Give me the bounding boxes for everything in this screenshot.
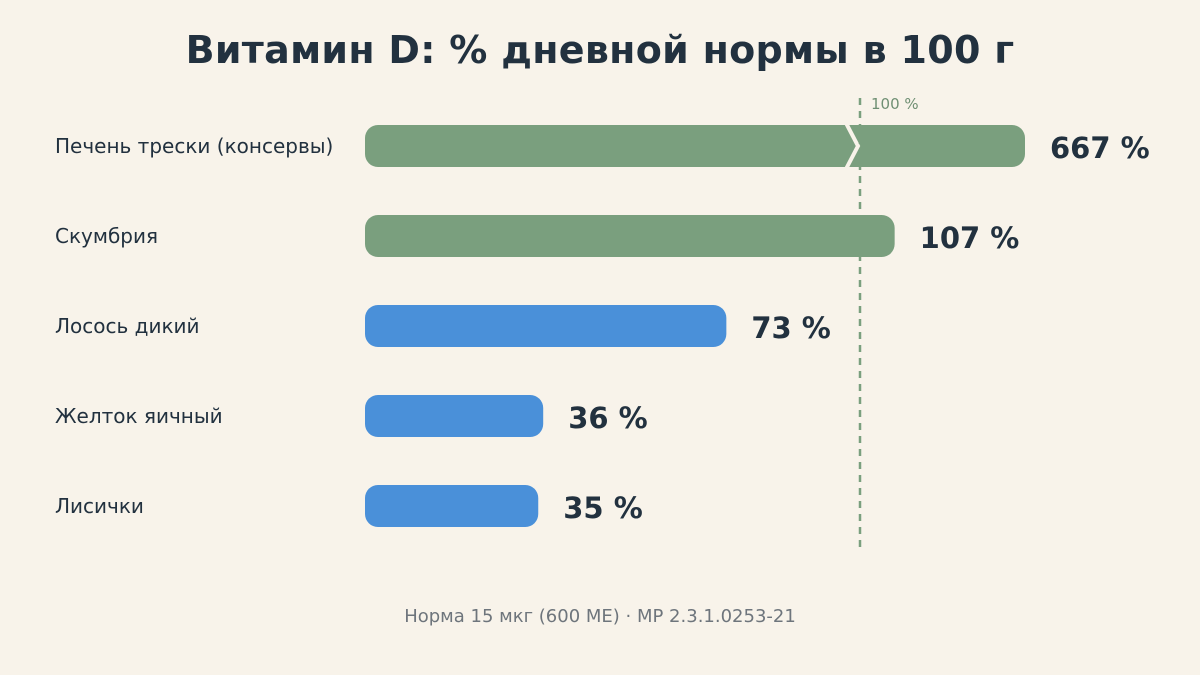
bar [365, 125, 1025, 167]
bar [365, 485, 539, 527]
value-label: 107 % [920, 221, 1020, 255]
category-label: Лисички [55, 494, 144, 518]
category-label: Печень трески (консервы) [55, 134, 333, 158]
category-label: Лосось дикий [55, 314, 200, 338]
value-label: 35 % [563, 491, 643, 525]
category-label: Скумбрия [55, 224, 158, 248]
bar [365, 395, 544, 437]
category-label: Желток яичный [55, 404, 223, 428]
axis-break-mark [844, 122, 861, 170]
value-label: 667 % [1050, 131, 1150, 165]
value-label: 73 % [751, 311, 831, 345]
reference-line-label: 100 % [871, 95, 919, 113]
chart-footnote: Норма 15 мкг (600 МЕ) · МР 2.3.1.0253-21 [404, 606, 796, 627]
chart-title: Витамин D: % дневной нормы в 100 г [185, 28, 1015, 72]
bar [365, 215, 895, 257]
bar [365, 305, 727, 347]
value-label: 36 % [568, 401, 648, 435]
